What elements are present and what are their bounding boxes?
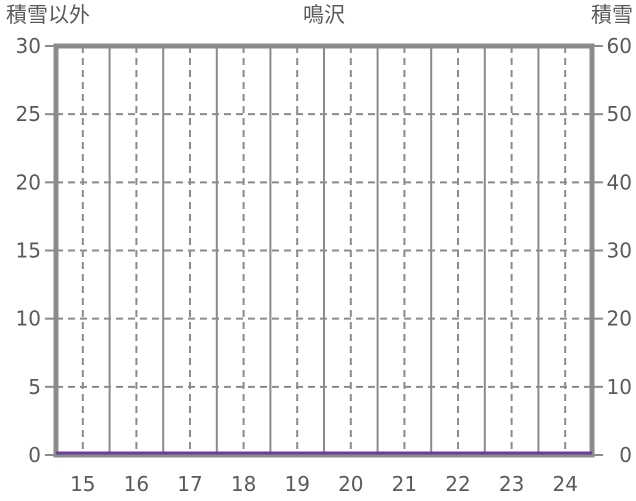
right-axis-tick-label: 20 [607, 307, 632, 331]
left-axis-tick-label: 10 [16, 307, 41, 331]
left-axis-tick-label: 25 [16, 102, 41, 126]
x-axis-tick-label: 24 [552, 472, 577, 496]
x-axis-tick-label: 22 [445, 472, 470, 496]
left-axis-title: 積雪以外 [6, 3, 90, 27]
left-axis-tick-label: 0 [28, 443, 41, 467]
right-axis-tick-label: 50 [607, 102, 632, 126]
chart-title: 鳴沢 [303, 3, 345, 27]
right-axis-tick-label: 0 [619, 443, 632, 467]
x-axis-tick-label: 23 [499, 472, 524, 496]
left-axis-tick-label: 15 [16, 239, 41, 263]
right-axis-tick-label: 60 [607, 34, 632, 58]
x-axis-tick-label: 16 [124, 472, 149, 496]
left-axis-tick-label: 30 [16, 34, 41, 58]
x-axis-tick-label: 21 [392, 472, 417, 496]
right-axis-tick-label: 30 [607, 239, 632, 263]
x-axis-tick-label: 20 [338, 472, 363, 496]
right-axis-tick-label: 10 [607, 375, 632, 399]
right-axis-tick-label: 40 [607, 170, 632, 194]
x-axis-tick-label: 17 [177, 472, 202, 496]
x-axis-tick-label: 18 [231, 472, 256, 496]
x-axis-tick-label: 15 [70, 472, 95, 496]
left-axis-tick-label: 20 [16, 170, 41, 194]
left-axis-tick-label: 5 [28, 375, 41, 399]
x-axis-tick-label: 19 [284, 472, 309, 496]
right-axis-title: 積雪 [591, 3, 633, 27]
chart-border [53, 43, 595, 458]
